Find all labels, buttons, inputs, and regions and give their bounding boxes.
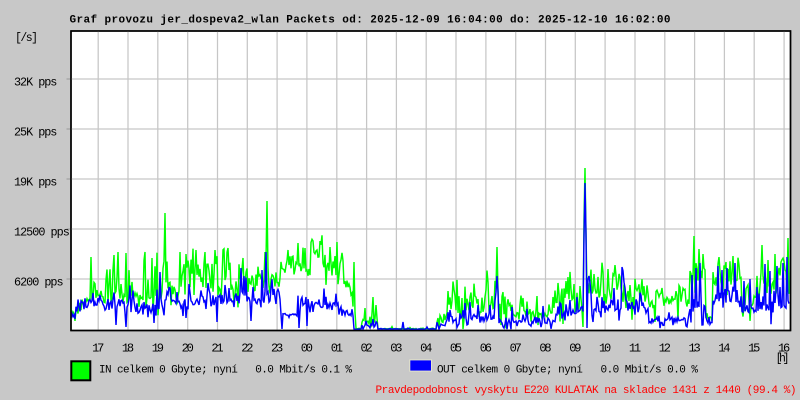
svg-text:[h]: [h] (776, 353, 790, 366)
svg-text:15: 15 (748, 342, 760, 356)
svg-text:32K pps: 32K pps (14, 76, 57, 90)
svg-text:01: 01 (331, 342, 343, 356)
svg-text:14: 14 (718, 342, 730, 356)
svg-text:19: 19 (152, 342, 164, 356)
svg-text:09: 09 (569, 342, 581, 356)
svg-text:11: 11 (629, 342, 641, 356)
svg-text:OUT celkem 0 Gbyte; nyní 0.0: OUT celkem 0 Gbyte; nyní 0.0 Mbit/s 0.0 … (437, 364, 698, 376)
svg-text:12: 12 (659, 342, 671, 356)
svg-text:20: 20 (182, 342, 194, 356)
svg-text:12500 pps: 12500 pps (14, 226, 70, 240)
svg-text:Pravdepodobnost vyskytu E220 K: Pravdepodobnost vyskytu E220 KULATAK na … (376, 385, 797, 397)
svg-text:07: 07 (510, 342, 522, 356)
svg-text:13: 13 (689, 342, 701, 356)
svg-text:06: 06 (480, 342, 492, 356)
svg-text:18: 18 (122, 342, 134, 356)
svg-text:17: 17 (92, 342, 104, 356)
svg-text:IN celkem 0 Gbyte; nyní 0.0: IN celkem 0 Gbyte; nyní 0.0 Mbit/s 0.1 % (99, 364, 352, 376)
svg-text:08: 08 (539, 342, 551, 356)
svg-text:21: 21 (211, 342, 223, 356)
svg-text:23: 23 (271, 342, 283, 356)
svg-text:02: 02 (361, 342, 373, 356)
svg-text:6200 pps: 6200 pps (14, 276, 64, 290)
svg-text:10: 10 (599, 342, 611, 356)
svg-text:22: 22 (241, 342, 253, 356)
svg-text:Graf provozu jer_dospeva2_wlan: Graf provozu jer_dospeva2_wlan Packets o… (70, 15, 671, 27)
svg-text:16: 16 (778, 342, 790, 356)
svg-text:05: 05 (450, 342, 462, 356)
svg-text:03: 03 (390, 342, 402, 356)
svg-text:19K pps: 19K pps (14, 176, 57, 190)
svg-text:25K pps: 25K pps (14, 126, 57, 140)
svg-text:00: 00 (301, 342, 313, 356)
svg-text:04: 04 (420, 342, 432, 356)
svg-text:[/s]: [/s] (15, 32, 38, 45)
